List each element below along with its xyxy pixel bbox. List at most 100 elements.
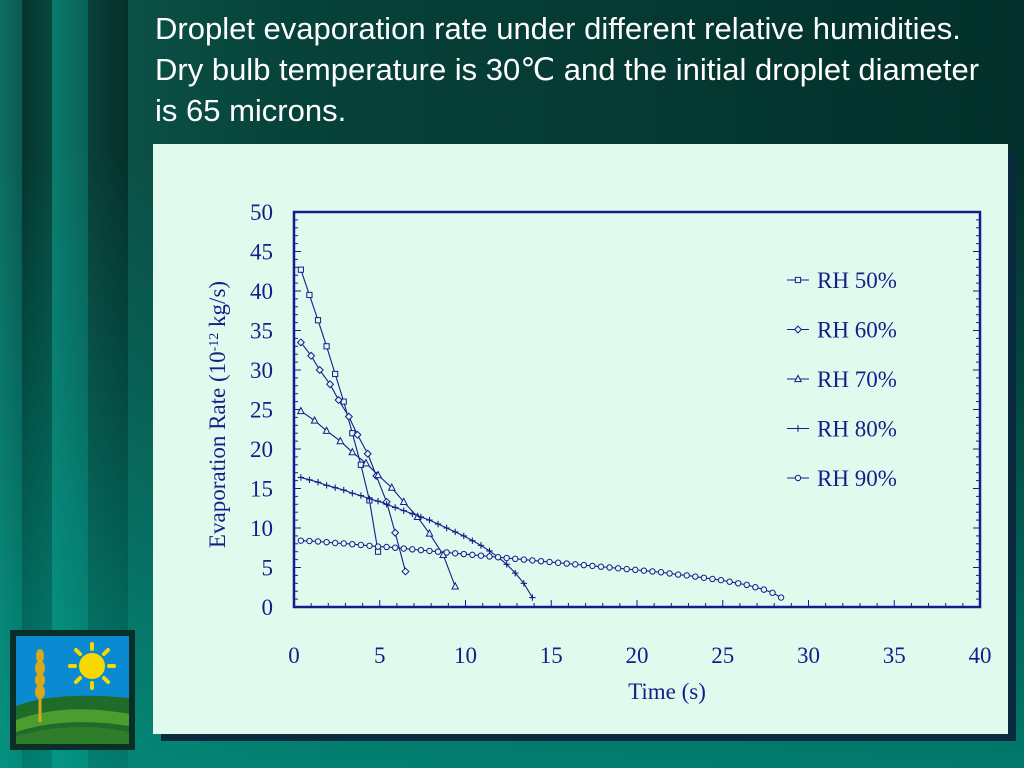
data-point bbox=[340, 398, 347, 405]
data-point bbox=[331, 539, 339, 547]
data-point bbox=[315, 365, 324, 375]
data-point bbox=[310, 415, 319, 424]
x-tick-label: 20 bbox=[626, 643, 649, 668]
data-point bbox=[700, 574, 708, 581]
x-tick-label: 5 bbox=[374, 643, 386, 668]
data-point bbox=[383, 501, 390, 508]
x-tick-label: 25 bbox=[711, 643, 734, 668]
chart-panel: 0 5 10 15 20 25 30 35 40 45 50 0 5 10 15 20 25 30 35 40 Time… bbox=[153, 144, 1008, 734]
data-point bbox=[452, 550, 459, 557]
data-point bbox=[357, 461, 364, 468]
data-point bbox=[366, 542, 373, 549]
evaporation-chart: 0 5 10 15 20 25 30 35 40 45 50 0 5 10 15 20 25 30 35 40 Time… bbox=[205, 200, 992, 704]
data-point bbox=[503, 554, 510, 562]
data-point bbox=[362, 458, 371, 467]
data-point bbox=[399, 497, 408, 506]
y-tick-label: 15 bbox=[250, 477, 273, 502]
legend-marker bbox=[793, 325, 803, 334]
data-point bbox=[486, 547, 493, 555]
data-point bbox=[460, 550, 467, 558]
data-point bbox=[425, 528, 434, 537]
data-point bbox=[683, 572, 690, 579]
data-point bbox=[314, 538, 322, 545]
data-point bbox=[674, 571, 682, 578]
wheat-sun-farm-logo-icon bbox=[16, 636, 129, 744]
legend-item: RH 50% bbox=[787, 268, 897, 293]
data-point bbox=[391, 544, 399, 551]
data-point bbox=[426, 547, 433, 555]
data-point bbox=[340, 486, 347, 494]
data-point bbox=[323, 482, 330, 489]
data-point bbox=[554, 559, 562, 566]
series-rh-60- bbox=[296, 338, 410, 576]
data-point bbox=[469, 551, 476, 559]
data-point bbox=[717, 576, 725, 584]
data-point bbox=[649, 568, 656, 575]
y-tick-label: 30 bbox=[250, 358, 273, 383]
data-point bbox=[632, 566, 639, 574]
data-point bbox=[726, 578, 733, 585]
data-point bbox=[614, 565, 622, 572]
y-tick-label: 25 bbox=[250, 398, 273, 423]
data-point bbox=[563, 560, 570, 567]
series-line bbox=[300, 540, 782, 599]
series-rh-50- bbox=[297, 266, 382, 555]
data-point bbox=[374, 548, 382, 555]
data-point bbox=[374, 470, 383, 479]
data-point bbox=[546, 558, 553, 566]
data-point bbox=[597, 563, 605, 570]
data-point bbox=[512, 569, 519, 577]
x-tick-label: 10 bbox=[454, 643, 477, 668]
data-point bbox=[529, 557, 536, 564]
legend-label: RH 70% bbox=[817, 367, 897, 392]
legend-label: RH 60% bbox=[817, 318, 897, 343]
legend-marker bbox=[794, 425, 802, 432]
data-point bbox=[434, 548, 442, 555]
data-point bbox=[752, 584, 759, 591]
data-point bbox=[426, 516, 433, 524]
data-point bbox=[434, 520, 442, 528]
data-point bbox=[323, 539, 330, 546]
data-point bbox=[331, 484, 339, 491]
data-point bbox=[297, 266, 304, 273]
data-point bbox=[391, 504, 399, 511]
legend-marker bbox=[794, 276, 802, 284]
legend-label: RH 80% bbox=[817, 417, 897, 442]
y-axis-label: Evaporation Rate (10-12 kg/s) bbox=[205, 281, 230, 548]
y-tick-label: 50 bbox=[250, 200, 273, 225]
legend-label: RH 90% bbox=[817, 466, 897, 491]
data-point bbox=[357, 492, 365, 499]
y-tick-label: 0 bbox=[262, 595, 274, 620]
data-point bbox=[769, 589, 776, 596]
legend-item: RH 90% bbox=[787, 466, 897, 491]
legend-marker bbox=[794, 474, 802, 482]
x-axis-label: Time (s) bbox=[628, 679, 706, 704]
data-point bbox=[623, 565, 630, 573]
data-point bbox=[409, 510, 416, 517]
data-point bbox=[460, 532, 467, 540]
legend-item: RH 60% bbox=[787, 318, 897, 343]
y-tick-label: 5 bbox=[262, 556, 274, 581]
data-point bbox=[349, 490, 356, 497]
data-point bbox=[353, 430, 362, 439]
data-point bbox=[503, 561, 510, 568]
data-point bbox=[743, 581, 750, 589]
data-point bbox=[383, 543, 390, 551]
series-rh-90- bbox=[297, 537, 785, 601]
data-point bbox=[366, 495, 373, 502]
data-point bbox=[322, 426, 331, 434]
data-point bbox=[325, 380, 335, 389]
data-point bbox=[400, 507, 407, 514]
y-tick-label: 35 bbox=[250, 319, 273, 344]
data-point bbox=[409, 546, 416, 553]
data-point bbox=[606, 564, 613, 571]
data-point bbox=[692, 573, 699, 580]
data-point bbox=[334, 395, 343, 405]
data-point bbox=[537, 557, 545, 565]
data-point bbox=[589, 562, 596, 570]
data-point bbox=[443, 524, 450, 532]
data-point bbox=[666, 570, 673, 577]
data-point bbox=[332, 370, 339, 378]
data-point bbox=[391, 528, 400, 537]
data-point bbox=[344, 412, 353, 421]
